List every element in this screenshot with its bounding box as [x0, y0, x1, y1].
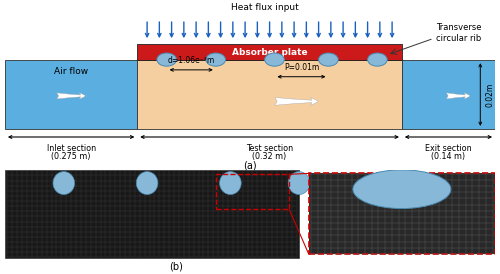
Text: Exit section: Exit section [425, 144, 472, 153]
Bar [5, 60, 138, 129]
Bar [138, 60, 402, 129]
Text: (0.14 m): (0.14 m) [432, 152, 466, 161]
Ellipse shape [136, 172, 158, 195]
Ellipse shape [264, 53, 284, 66]
Ellipse shape [157, 53, 176, 66]
Text: (a): (a) [243, 160, 257, 170]
Ellipse shape [53, 172, 74, 195]
Text: (b): (b) [170, 261, 183, 271]
Text: Transverse
circular rib: Transverse circular rib [436, 23, 482, 43]
Ellipse shape [288, 172, 310, 195]
Ellipse shape [368, 53, 387, 66]
Text: Air flow: Air flow [54, 67, 88, 76]
Bar [5, 170, 299, 258]
Text: P=0.01m: P=0.01m [284, 63, 319, 72]
Text: Test section: Test section [246, 144, 293, 153]
Text: (0.275 m): (0.275 m) [52, 152, 91, 161]
Text: Heat flux input: Heat flux input [231, 3, 298, 12]
Bar [216, 174, 289, 209]
Ellipse shape [220, 172, 241, 195]
Bar [138, 44, 402, 60]
Text: d=1.06e⁻³m: d=1.06e⁻³m [168, 56, 215, 65]
Bar [309, 173, 495, 254]
Ellipse shape [318, 53, 338, 66]
Text: (0.32 m): (0.32 m) [252, 152, 286, 161]
Text: 0.02m: 0.02m [485, 82, 494, 107]
Ellipse shape [353, 170, 451, 209]
Bar [402, 60, 495, 129]
Text: Absorber plate: Absorber plate [232, 48, 308, 56]
Ellipse shape [206, 53, 226, 66]
Text: Inlet section: Inlet section [46, 144, 96, 153]
